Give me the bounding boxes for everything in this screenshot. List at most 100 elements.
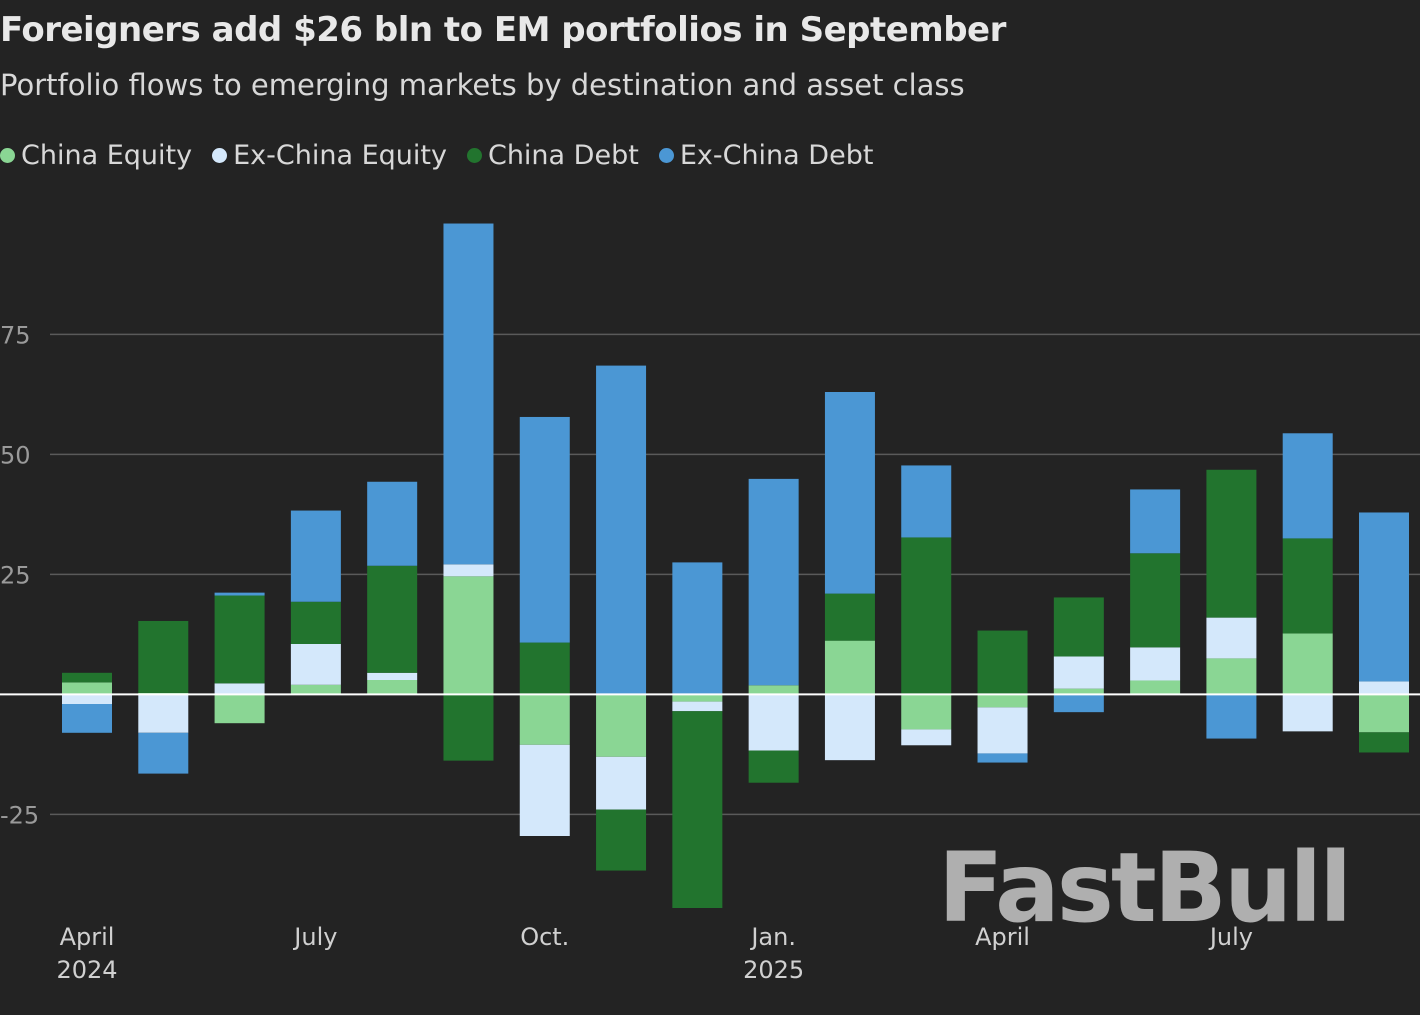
bar-segment (824, 593, 875, 641)
bar-segment (824, 640, 875, 695)
legend-swatch (466, 148, 482, 163)
bar-segment (214, 595, 265, 684)
x-tick-label: April (975, 923, 1030, 951)
bar-segment (443, 223, 494, 565)
bar-segment (519, 694, 570, 745)
bar-segment (596, 809, 647, 871)
bar-segment (748, 685, 799, 695)
bar-segment (596, 694, 647, 757)
bar-segment (1206, 617, 1257, 659)
bar-segment (672, 701, 723, 712)
bar-segment (672, 711, 723, 908)
bar-segment (367, 672, 418, 680)
bar-segment (596, 365, 647, 695)
bar-segment (1359, 694, 1409, 733)
bar-segment (1206, 694, 1257, 739)
bar-segment (62, 672, 112, 683)
bar-segment (1053, 656, 1104, 689)
watermark-text: FastBull (938, 832, 1352, 944)
bar-segment (1053, 688, 1104, 695)
y-tick-label: 25 (0, 561, 31, 589)
bar-segment (1282, 633, 1333, 695)
bar-segment (977, 694, 1028, 708)
bar-segment (1206, 658, 1257, 695)
legend-item: China Debt (466, 140, 639, 171)
bar-segment (1359, 732, 1409, 753)
bar-segment (824, 694, 875, 761)
bar-segment (748, 750, 799, 783)
x-tick-label: July (292, 923, 337, 951)
legend-item: Ex-China Debt (658, 140, 874, 171)
bar-segment (1282, 538, 1333, 634)
legend-label: China Debt (487, 140, 639, 171)
bar-segment (519, 416, 570, 643)
bar-segment (977, 707, 1028, 754)
x-tick-label: Jan. (749, 923, 796, 951)
legend-swatch (212, 148, 228, 163)
legend-label: China Equity (21, 140, 193, 171)
legend-label: Ex-China Equity (233, 140, 447, 171)
bar-segment (1359, 512, 1409, 682)
bar-segment (138, 694, 189, 733)
bar-segment (596, 756, 647, 810)
chart-title: Foreigners add $26 bln to EM portfolios … (0, 10, 1006, 50)
bar-segment (290, 644, 341, 685)
bar-segment (1130, 553, 1181, 648)
bar-segment (367, 565, 418, 673)
x-tick-label: Oct. (520, 923, 569, 951)
bar-segment (367, 680, 418, 695)
bar-segment (138, 732, 189, 774)
bar-segment (62, 704, 112, 733)
x-tick-year-label: 2025 (743, 956, 804, 984)
bar-segment (62, 694, 112, 704)
y-tick-label: 75 (0, 321, 31, 349)
bar-segment (901, 465, 952, 538)
bar-segment (214, 683, 265, 695)
bar-segment (290, 510, 341, 602)
bar-segment (443, 694, 494, 761)
bar-segment (290, 601, 341, 644)
bar-segment (62, 682, 112, 695)
bar-segment (1053, 694, 1104, 713)
legend-swatch (658, 148, 674, 163)
bar-segment (901, 729, 952, 746)
bar-segment (901, 694, 952, 730)
bar-segment (672, 694, 723, 702)
bar-segment (824, 392, 875, 594)
bar-segment (519, 642, 570, 695)
bar-segment (1130, 680, 1181, 695)
bar-segment (1206, 469, 1257, 618)
fastbull-watermark-logo: FastBull (938, 832, 1352, 944)
legend-item: China Equity (0, 140, 192, 171)
x-tick-year-label: 2024 (56, 956, 117, 984)
x-tick-label: April (60, 923, 115, 951)
bar-segment (443, 576, 494, 695)
legend-swatch (0, 148, 15, 163)
bar-segment (1282, 694, 1333, 732)
y-tick-label: 50 (0, 441, 31, 469)
bar-segment (1359, 681, 1409, 695)
bar-segment (901, 537, 952, 695)
legend: China Equity Ex-China Equity China Debt Ex-… (0, 140, 873, 171)
y-tick-label: -25 (0, 801, 39, 829)
bar-segment (519, 744, 570, 836)
bar-segment (367, 481, 418, 566)
bar-segment (214, 694, 265, 724)
bar-segment (1130, 647, 1181, 681)
bar-segment (977, 753, 1028, 763)
bar-segment (290, 684, 341, 695)
legend-label: Ex-China Debt (679, 140, 874, 171)
bar-segment (214, 592, 265, 596)
bar-segment (1130, 489, 1181, 554)
chart-subtitle: Portfolio flows to emerging markets by d… (0, 68, 965, 102)
bar-segment (138, 620, 189, 693)
bar-segment (748, 478, 799, 686)
bar-segment (1053, 597, 1104, 657)
bar-segment (443, 564, 494, 577)
bar-segment (748, 694, 799, 751)
bar-segment (1282, 433, 1333, 539)
bar-segment (672, 562, 723, 695)
bar-segment (977, 630, 1028, 695)
x-tick-label: July (1208, 923, 1253, 951)
legend-item: Ex-China Equity (212, 140, 447, 171)
